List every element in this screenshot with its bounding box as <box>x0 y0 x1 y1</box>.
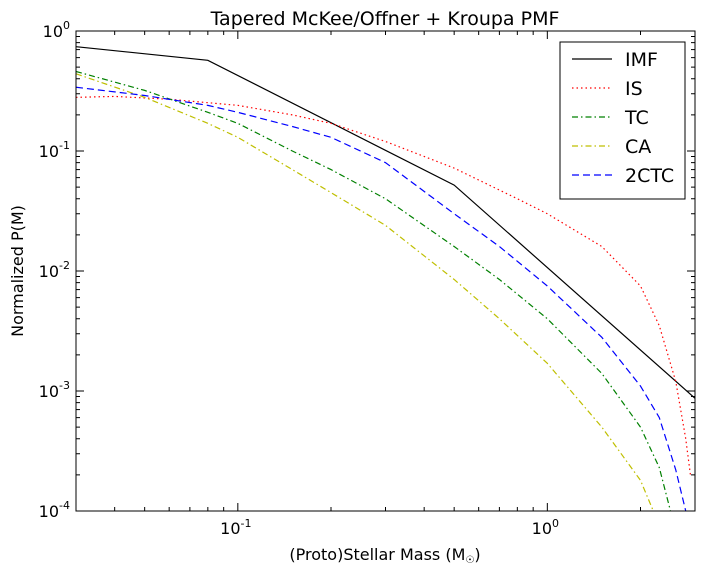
y-tick-base: 10 <box>39 142 59 161</box>
x-tick-label: 10-1 <box>220 517 251 538</box>
y-tick-base: 10 <box>39 382 59 401</box>
x-tick-base: 10 <box>532 519 552 538</box>
y-tick-base: 10 <box>39 502 59 521</box>
legend-box <box>559 41 686 200</box>
legend-label-2ctc: 2CTC <box>625 165 674 187</box>
legend-label-is: IS <box>625 78 643 100</box>
series-line-imf <box>76 46 695 399</box>
y-tick-exponent: -4 <box>59 499 70 512</box>
x-axis-label: (Proto)Stellar Mass (M☉) <box>289 545 480 566</box>
y-tick-label: 10-4 <box>39 499 70 521</box>
y-tick-label: 10-2 <box>39 259 70 281</box>
series-line-ca <box>76 73 654 511</box>
plot-area <box>76 46 695 511</box>
y-tick-exponent: -2 <box>59 259 70 272</box>
y-tick-label: 10-1 <box>39 139 70 161</box>
x-tick-base: 10 <box>220 519 240 538</box>
series-line-is <box>76 95 692 475</box>
y-tick-label: 100 <box>43 19 70 41</box>
chart-title: Tapered McKee/Offner + Kroupa PMF <box>210 8 560 30</box>
x-axis-label-text: (Proto)Stellar Mass (M <box>289 545 465 564</box>
x-tick-label: 100 <box>532 517 559 538</box>
x-tick-exponent: 0 <box>552 517 559 530</box>
y-tick-exponent: -1 <box>59 139 70 152</box>
legend-label-imf: IMF <box>625 49 658 71</box>
y-tick-exponent: -3 <box>59 379 70 392</box>
legend: IMF IS TC CA 2CTC <box>559 41 686 200</box>
x-axis: 10-1 100 <box>75 31 696 538</box>
y-axis-label: Normalized P(M) <box>8 205 27 337</box>
y-tick-exponent: 0 <box>63 19 70 32</box>
y-tick-label: 10-3 <box>39 379 70 401</box>
x-tick-exponent: -1 <box>241 517 252 530</box>
x-axis-label-close: ) <box>474 545 480 564</box>
sun-symbol: ☉ <box>465 555 474 566</box>
y-tick-base: 10 <box>39 262 59 281</box>
y-tick-base: 10 <box>43 22 63 41</box>
legend-label-ca: CA <box>625 136 651 158</box>
legend-label-tc: TC <box>624 107 649 129</box>
series-line-2ctc <box>76 86 687 511</box>
